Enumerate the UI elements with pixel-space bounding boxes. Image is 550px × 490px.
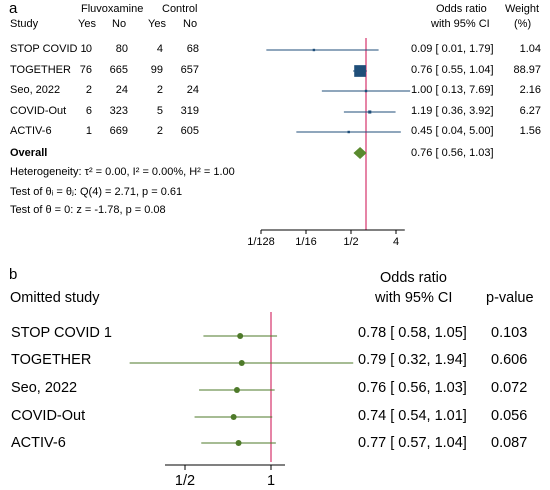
row-count-c-no: 657 [180, 64, 199, 76]
row-b-ci: 0.78 [ 0.58, 1.05] [358, 325, 467, 341]
row-b-pvalue: 0.606 [491, 352, 528, 368]
row-count-c-yes: 2 [156, 125, 163, 137]
overall-ci: 0.76 [ 0.56, 1.03] [411, 147, 494, 159]
col-header-study: Study [10, 18, 39, 30]
col-header-or-line2: with 95% CI [431, 18, 490, 30]
study-marker [347, 130, 350, 134]
row-study-name: COVID-Out [10, 105, 67, 117]
study-marker [312, 48, 316, 52]
row-study-name: TOGETHER [10, 64, 71, 76]
row-ci: 0.45 [ 0.04, 5.00] [411, 125, 494, 137]
col-header-weight-line2: (%) [514, 18, 532, 30]
row-b-ci: 0.77 [ 0.57, 1.04] [358, 435, 467, 451]
row-b-pvalue: 0.103 [491, 325, 528, 341]
heterogeneity-stat: Heterogeneity: τ² = 0.00, I² = 0.00%, H²… [10, 166, 235, 178]
x-tick-label: 1 [267, 473, 275, 489]
row-count-t-no: 80 [115, 43, 128, 55]
row-count-c-no: 605 [180, 125, 199, 137]
overall-label: Overall [10, 147, 48, 159]
col-header-pvalue: p-value [486, 290, 534, 306]
col-header-b-or-line1: Odds ratio [380, 270, 447, 286]
x-tick-label: 1/2 [343, 236, 358, 248]
col-header-treatment-yes: Yes [78, 18, 96, 30]
row-study-name: Seo, 2022 [10, 84, 61, 96]
row-count-t-no: 24 [115, 84, 128, 96]
study-marker [238, 360, 245, 366]
row-count-c-no: 319 [180, 105, 199, 117]
row-count-c-yes: 99 [150, 64, 163, 76]
row-count-t-yes: 6 [85, 105, 92, 117]
row-count-c-yes: 5 [156, 105, 163, 117]
x-tick-label: 1/16 [295, 236, 316, 248]
row-count-t-yes: 0 [85, 43, 92, 55]
study-marker [368, 110, 372, 114]
row-weight: 1.56 [519, 125, 541, 137]
col-header-b-or-line2: with 95% CI [375, 290, 453, 306]
row-omitted-study: Seo, 2022 [11, 380, 78, 396]
row-omitted-study: STOP COVID 1 [11, 325, 112, 341]
row-ci: 1.19 [ 0.36, 3.92] [411, 105, 494, 117]
row-omitted-study: ACTIV-6 [11, 435, 66, 451]
x-tick-label: 1/2 [175, 473, 195, 489]
row-ci: 1.00 [ 0.13, 7.69] [411, 84, 494, 96]
row-weight: 2.16 [519, 84, 541, 96]
row-count-c-yes: 4 [156, 43, 163, 55]
row-count-t-no: 669 [109, 125, 128, 137]
row-weight: 6.27 [519, 105, 541, 117]
col-header-treatment: Fluvoxamine [81, 3, 144, 15]
overall-diamond [353, 147, 367, 159]
row-count-c-no: 24 [186, 84, 199, 96]
col-header-control-yes: Yes [148, 18, 166, 30]
row-b-pvalue: 0.087 [491, 435, 528, 451]
study-marker [354, 65, 366, 77]
col-header-weight-line1: Weight [505, 3, 540, 15]
row-count-t-yes: 76 [79, 64, 92, 76]
row-study-name: ACTIV-6 [10, 125, 52, 137]
row-b-ci: 0.76 [ 0.56, 1.03] [358, 380, 467, 396]
row-omitted-study: TOGETHER [11, 352, 92, 368]
study-marker [237, 333, 244, 339]
row-b-pvalue: 0.072 [491, 380, 528, 396]
study-marker [364, 89, 368, 93]
col-header-control-no: No [183, 18, 198, 30]
row-count-t-yes: 1 [85, 125, 92, 137]
row-b-ci: 0.74 [ 0.54, 1.01] [358, 408, 467, 424]
row-count-c-yes: 2 [156, 84, 163, 96]
row-omitted-study: COVID-Out [11, 408, 86, 424]
study-marker [235, 440, 242, 446]
row-count-t-no: 665 [109, 64, 128, 76]
test-theta-stat: Test of θᵢ = θⱼ: Q(4) = 2.71, p = 0.61 [10, 186, 183, 198]
row-weight: 1.04 [519, 43, 541, 55]
study-marker [230, 414, 237, 420]
row-count-t-yes: 2 [85, 84, 92, 96]
row-weight: 88.97 [513, 64, 541, 76]
col-header-or-line1: Odds ratio [436, 3, 487, 15]
x-tick-label: 4 [393, 236, 399, 248]
panel-a-label: a [9, 0, 18, 17]
test-zero-stat: Test of θ = 0: z = -1.78, p = 0.08 [10, 204, 166, 216]
row-count-t-no: 323 [109, 105, 128, 117]
x-tick-label: 1/128 [247, 236, 275, 248]
row-b-ci: 0.79 [ 0.32, 1.94] [358, 352, 467, 368]
row-study-name: STOP COVID 1 [10, 43, 87, 55]
panel-b-label: b [9, 266, 18, 283]
row-b-pvalue: 0.056 [491, 408, 528, 424]
row-count-c-no: 68 [186, 43, 199, 55]
col-header-control: Control [162, 3, 198, 15]
row-ci: 0.09 [ 0.01, 1.79] [411, 43, 494, 55]
row-ci: 0.76 [ 0.55, 1.04] [411, 64, 494, 76]
col-header-treatment-no: No [112, 18, 127, 30]
col-header-omitted: Omitted study [10, 290, 100, 306]
study-marker [233, 387, 240, 393]
